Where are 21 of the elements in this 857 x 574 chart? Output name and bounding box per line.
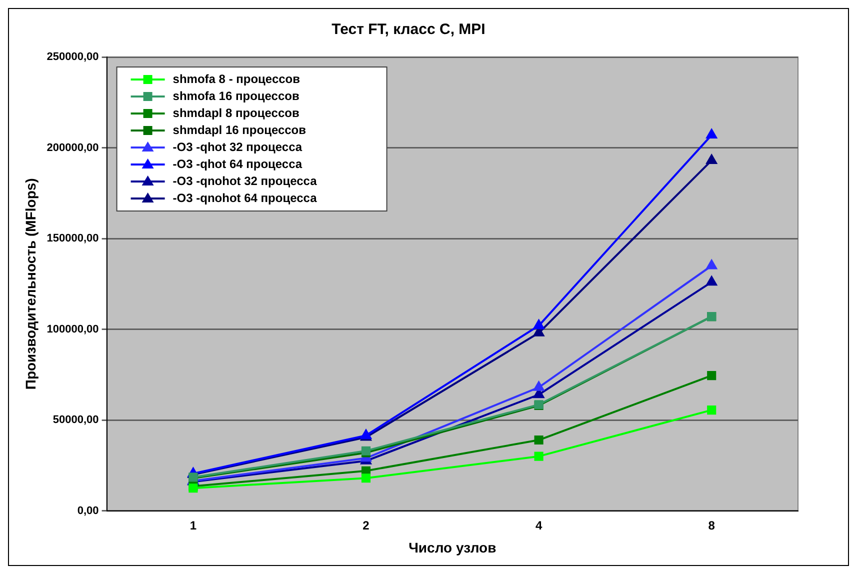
- x-tick-label: 4: [535, 518, 542, 532]
- legend-label: shmdapl 8 процессов: [172, 106, 300, 120]
- y-tick-label: 100000,00: [46, 323, 99, 336]
- y-tick-label: 200000,00: [46, 142, 99, 154]
- legend-label: shmofa 16 процессов: [172, 88, 300, 103]
- legend-label: -O3 -qnohot 64 процесса: [172, 190, 318, 205]
- legend-label: shmdapl 16 процессов: [172, 122, 306, 137]
- y-tick-label: 250000,00: [46, 51, 99, 64]
- x-tick-label: 1: [190, 518, 197, 532]
- y-tick-label: 150000,00: [46, 232, 99, 245]
- legend-label: -O3 -qhot 32 процесса: [172, 140, 302, 154]
- x-tick-label: 8: [708, 518, 716, 532]
- y-tick-label: 50000,00: [52, 414, 99, 426]
- legend-label: -O3 -qnohot 32 процесса: [172, 174, 318, 188]
- legend-label: shmofa 8 - процессов: [172, 72, 300, 86]
- y-tick-label: 0,00: [77, 504, 99, 517]
- y-axis-title: Производительность (MFlops): [22, 178, 38, 390]
- x-tick-label: 2: [362, 518, 370, 532]
- x-axis-title: Число узлов: [408, 539, 497, 556]
- legend-label: -O3 -qhot 64 процесса: [172, 156, 302, 171]
- chart-title: Тест FT, класс C, MPI: [332, 21, 486, 38]
